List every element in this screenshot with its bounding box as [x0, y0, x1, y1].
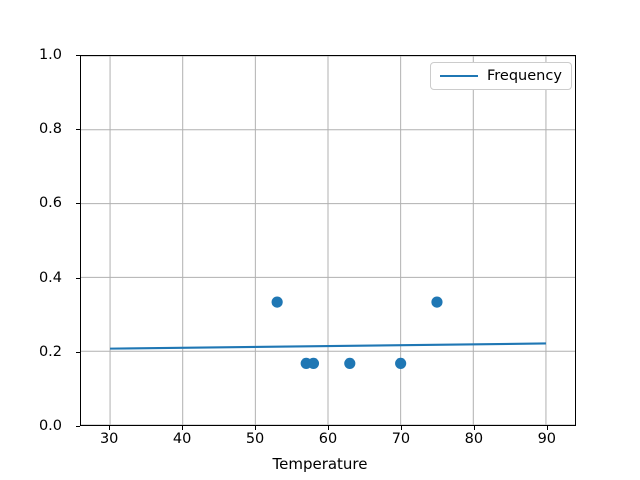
- line-series-group: [110, 343, 546, 348]
- y-tick-mark: [76, 203, 80, 205]
- x-tick-label: 50: [245, 431, 265, 447]
- x-tick-mark: [473, 426, 475, 430]
- x-tick-label: 70: [391, 431, 411, 447]
- x-tick-label: 30: [99, 431, 119, 447]
- x-tick-label: 40: [172, 431, 192, 447]
- y-tick-label: 0.2: [38, 343, 62, 360]
- x-tick-mark: [400, 426, 403, 430]
- plot-axes-frame: [80, 55, 576, 426]
- x-axis-label: Temperature: [272, 455, 368, 473]
- x-tick-label: 80: [464, 431, 484, 447]
- x-tick-mark: [182, 426, 184, 430]
- y-tick-mark: [76, 129, 80, 131]
- scatter-point: [431, 296, 443, 308]
- scatter-point: [307, 357, 320, 369]
- y-tick-mark: [76, 277, 80, 279]
- y-tick-label: 0.4: [38, 269, 62, 286]
- scatter-series-group: [271, 296, 443, 369]
- plot-area: [81, 56, 575, 425]
- scatter-point: [395, 357, 407, 369]
- legend-line-swatch: [440, 75, 478, 77]
- x-tick-label: 60: [318, 431, 338, 447]
- y-tick-label: 0.0: [38, 418, 62, 434]
- legend-box[interactable]: Frequency: [430, 62, 572, 90]
- x-tick-label: 90: [537, 431, 557, 447]
- y-tick-label: 0.8: [38, 121, 62, 138]
- x-tick-mark: [255, 426, 257, 430]
- scatter-point: [271, 296, 283, 308]
- gridlines-group: [81, 56, 575, 425]
- y-tick-mark: [76, 426, 80, 428]
- x-tick-mark: [546, 426, 548, 430]
- y-tick-label: 1.0: [38, 47, 62, 63]
- x-tick-mark: [109, 426, 111, 430]
- line-series-frequency: [110, 343, 546, 348]
- scatter-point: [344, 357, 356, 369]
- x-tick-mark: [328, 426, 330, 430]
- y-tick-mark: [76, 55, 80, 57]
- legend-entry-label: Frequency: [487, 68, 562, 84]
- y-tick-mark: [76, 351, 80, 353]
- y-tick-label: 0.6: [38, 195, 62, 212]
